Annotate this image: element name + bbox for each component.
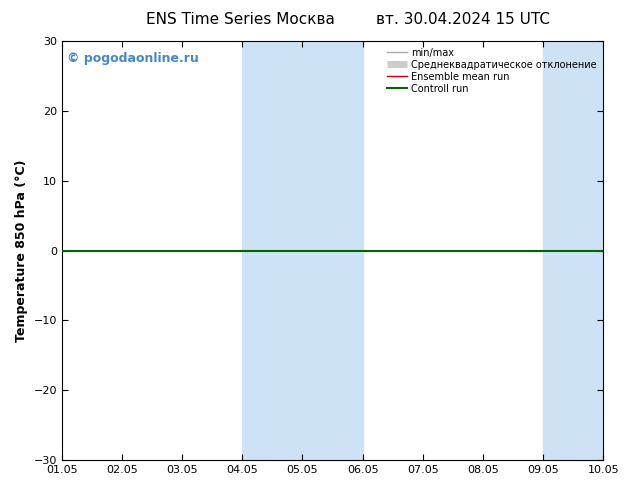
Text: вт. 30.04.2024 15 UTC: вт. 30.04.2024 15 UTC (376, 12, 550, 27)
Y-axis label: Temperature 850 hPa (°C): Temperature 850 hPa (°C) (15, 159, 28, 342)
Bar (242, 41, 363, 460)
Text: © pogodaonline.ru: © pogodaonline.ru (67, 51, 199, 65)
Text: ENS Time Series Москва: ENS Time Series Москва (146, 12, 335, 27)
Bar (543, 41, 603, 460)
Legend: min/max, Среднеквадратическое отклонение, Ensemble mean run, Controll run: min/max, Среднеквадратическое отклонение… (385, 46, 598, 96)
